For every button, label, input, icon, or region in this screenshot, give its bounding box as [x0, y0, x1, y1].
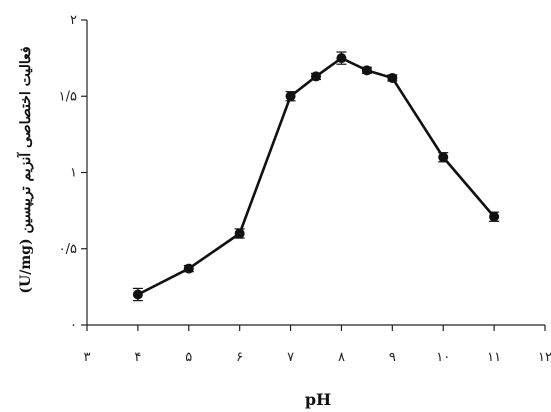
- x-tick-label: ۱۰: [436, 350, 450, 365]
- y-tick-label: ۱: [70, 166, 77, 181]
- x-tick-label: ۷: [287, 350, 294, 365]
- data-point: [285, 91, 296, 102]
- data-point: [336, 53, 347, 64]
- x-tick-label: ۹: [389, 350, 396, 365]
- error-bars: [132, 51, 500, 302]
- y-tick-label: ۲: [70, 13, 77, 28]
- x-tick-label: ۱۲: [538, 350, 551, 365]
- x-tick-label: ۶: [236, 350, 243, 365]
- x-tick-label: ۴: [134, 350, 141, 365]
- x-tick-label: ۵: [185, 350, 192, 365]
- data-point: [438, 152, 449, 163]
- data-point: [489, 211, 500, 222]
- y-tick-label: ۱/۵: [59, 89, 77, 104]
- x-axis-label: pH: [305, 390, 331, 409]
- x-tick-label: ۸: [338, 350, 345, 365]
- y-axis-label: (U/mg) فعالیت اختصاصی آنزیم تریپسین: [16, 46, 34, 293]
- data-point: [132, 289, 143, 300]
- y-tick-label: ۰: [70, 318, 77, 333]
- y-tick-label: ۰/۵: [59, 242, 77, 257]
- data-point: [234, 228, 245, 239]
- ticks: ۳ ۴ ۵ ۶ ۷ ۸ ۹ ۱۰ ۱۱ ۱۲ ۰ ۰/۵ ۱ ۱/۵ ۲: [59, 13, 551, 365]
- x-tick-label: ۳: [84, 350, 91, 365]
- series-line: [137, 56, 496, 296]
- data-point: [387, 72, 398, 83]
- data-point: [183, 263, 194, 274]
- data-point: [361, 65, 372, 76]
- axes: [86, 20, 545, 326]
- data-point: [311, 71, 321, 82]
- series: [132, 53, 500, 300]
- x-tick-label: ۱۱: [487, 350, 501, 365]
